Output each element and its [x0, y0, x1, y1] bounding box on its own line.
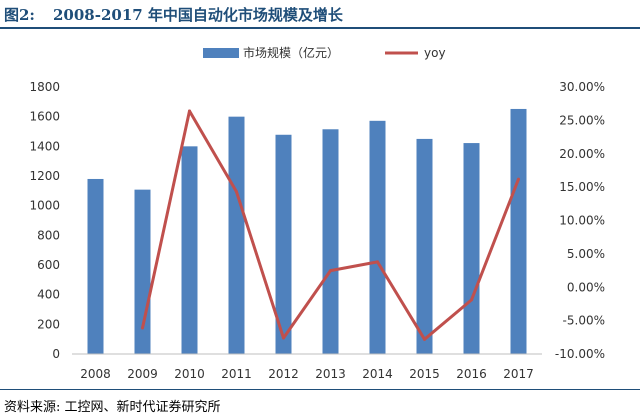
figure-label: 图2:: [4, 6, 35, 24]
left-tick-label: 400: [37, 288, 60, 302]
x-tick-label: 2009: [127, 367, 158, 381]
right-tick-label: 5.00%: [567, 247, 605, 261]
x-tick-label: 2012: [268, 367, 299, 381]
legend-bar-swatch: [203, 48, 239, 58]
left-tick-label: 1800: [29, 80, 60, 94]
right-tick-label: -5.00%: [563, 314, 605, 328]
right-tick-label: 10.00%: [559, 214, 605, 228]
x-tick-label: 2013: [315, 367, 346, 381]
right-tick-label: 30.00%: [559, 80, 605, 94]
bar-2013: [322, 129, 339, 354]
bar-2015: [416, 138, 433, 354]
source-note: 资料来源: 工控网、新时代证券研究所: [4, 400, 221, 415]
yoy-point-2013: [329, 269, 332, 273]
yoy-point-2016: [470, 298, 473, 302]
bottom-divider: [0, 389, 640, 390]
legend-line-label: yoy: [424, 46, 446, 60]
yoy-point-2010: [188, 109, 191, 113]
legend: 市场规模（亿元） yoy: [203, 45, 446, 60]
right-tick-label: 0.00%: [567, 280, 605, 294]
yoy-point-2012: [282, 336, 285, 340]
x-tick-label: 2011: [221, 367, 252, 381]
bar-2012: [275, 134, 292, 354]
bar-2008: [87, 178, 104, 354]
left-tick-label: 0: [52, 347, 60, 361]
right-tick-label: -10.00%: [555, 347, 605, 361]
bar-2016: [463, 143, 480, 354]
x-tick-label: 2015: [409, 367, 440, 381]
left-tick-label: 1600: [29, 110, 60, 124]
right-tick-label: 20.00%: [559, 147, 605, 161]
right-tick-label: 15.00%: [559, 180, 605, 194]
legend-bar-label: 市场规模（亿元）: [243, 45, 339, 60]
left-tick-label: 1000: [29, 199, 60, 213]
left-tick-label: 1200: [29, 169, 60, 183]
yoy-point-2014: [376, 260, 379, 264]
figure-title: 图2: 2008-2017 年中国自动化市场规模及增长: [4, 4, 343, 25]
bar-2014: [369, 120, 386, 354]
left-tick-label: 200: [37, 317, 60, 331]
left-tick-label: 800: [37, 228, 60, 242]
x-tick-label: 2017: [503, 367, 534, 381]
x-tick-label: 2016: [456, 367, 487, 381]
yoy-point-2015: [423, 337, 426, 341]
title-divider: [0, 27, 640, 29]
x-tick-label: 2010: [174, 367, 205, 381]
x-axis: 2008 2009 2010 2011 2012 2013 2014 2015 2016 2017: [72, 353, 542, 381]
left-axis: 0 200 400 600 800 1000 1200 1400 1600 1800: [29, 80, 60, 361]
yoy-line: [141, 109, 520, 341]
figure-title-text: 2008-2017 年中国自动化市场规模及增长: [52, 6, 343, 24]
left-tick-label: 1400: [29, 139, 60, 153]
right-tick-label: 25.00%: [559, 113, 605, 127]
bar-2010: [181, 146, 198, 354]
yoy-point-2017: [517, 177, 520, 181]
x-tick-label: 2008: [80, 367, 111, 381]
yoy-point-2009: [141, 326, 144, 330]
yoy-point-2011: [235, 190, 238, 194]
left-tick-label: 600: [37, 258, 60, 272]
x-tick-label: 2014: [362, 367, 393, 381]
bar-2017: [510, 108, 527, 354]
bars: [87, 108, 527, 355]
bar-2011: [228, 116, 245, 355]
right-axis: -10.00% -5.00% 0.00% 5.00% 10.00% 15.00% 20.00…: [555, 80, 605, 361]
